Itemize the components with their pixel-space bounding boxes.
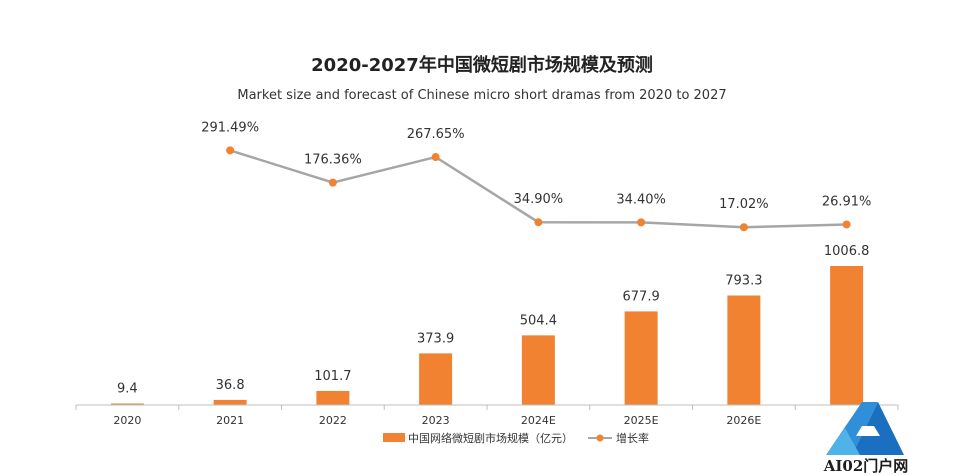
- x-tick-label: 2025E: [624, 414, 659, 427]
- growth-rate-point: [637, 218, 646, 227]
- legend-swatch-market-size: [383, 433, 405, 442]
- x-tick-label: 2024E: [521, 414, 556, 427]
- x-tick-label: 2020: [113, 414, 141, 427]
- growth-rate-point: [431, 153, 440, 162]
- growth-rate-point: [534, 218, 543, 227]
- growth-rate-label: 34.90%: [514, 192, 564, 207]
- bar-value-label: 9.4: [117, 382, 138, 397]
- growth-rate-labels: 291.49% 176.36% 267.65% 34.90% 34.40% 17.02% 2…: [201, 120, 871, 212]
- x-tick-label: 2023: [422, 414, 450, 427]
- bar-value-label: 504.4: [520, 313, 557, 328]
- bar: [110, 403, 144, 405]
- bar-value-label: 373.9: [417, 331, 454, 346]
- ai02-logo-icon: [826, 402, 904, 455]
- bar-value-label: 101.7: [314, 369, 351, 384]
- x-axis-ticks: 2020 2021 2022 2023 2024E 2025E 2026E: [75, 405, 899, 427]
- bar: [419, 353, 453, 405]
- watermark: AI02门户网: [823, 402, 909, 475]
- growth-rate-label: 267.65%: [407, 127, 465, 142]
- growth-rate-point: [739, 223, 748, 232]
- chart-subtitle: Market size and forecast of Chinese micr…: [237, 88, 726, 103]
- chart-title: 2020-2027年中国微短剧市场规模及预测: [311, 54, 653, 76]
- bar: [213, 399, 247, 405]
- bar-value-labels: 9.4 36.8 101.7 373.9 504.4 677.9 793.3 1006.8: [117, 244, 869, 397]
- growth-rate-label: 17.02%: [719, 197, 769, 212]
- legend: 中国网络微短剧市场规模（亿元） 增长率: [383, 431, 649, 445]
- growth-rate-series: [226, 146, 851, 232]
- bar: [727, 295, 761, 405]
- legend-label-growth-rate: 增长率: [616, 431, 649, 445]
- bar: [521, 335, 555, 405]
- growth-rate-point: [226, 146, 235, 155]
- growth-rate-label: 34.40%: [616, 192, 666, 207]
- bar-value-label: 793.3: [725, 273, 762, 288]
- bar-value-label: 36.8: [216, 378, 245, 393]
- growth-rate-point: [842, 220, 851, 229]
- growth-rate-label: 291.49%: [201, 120, 259, 135]
- bar: [624, 311, 658, 405]
- growth-rate-point: [328, 178, 337, 187]
- legend-label-market-size: 中国网络微短剧市场规模（亿元）: [408, 431, 573, 445]
- x-tick-label: 2022: [319, 414, 347, 427]
- growth-rate-label: 26.91%: [822, 194, 872, 209]
- legend-swatch-growth-marker: [596, 434, 604, 442]
- bar-value-label: 1006.8: [824, 244, 870, 259]
- bar-value-label: 677.9: [623, 289, 660, 304]
- x-tick-label: 2021: [216, 414, 244, 427]
- growth-rate-label: 176.36%: [304, 153, 362, 168]
- bar: [316, 390, 350, 405]
- bar: [830, 266, 864, 405]
- x-tick-label: 2026E: [726, 414, 761, 427]
- bar-series: [110, 266, 864, 405]
- watermark-text: AI02门户网: [823, 457, 909, 475]
